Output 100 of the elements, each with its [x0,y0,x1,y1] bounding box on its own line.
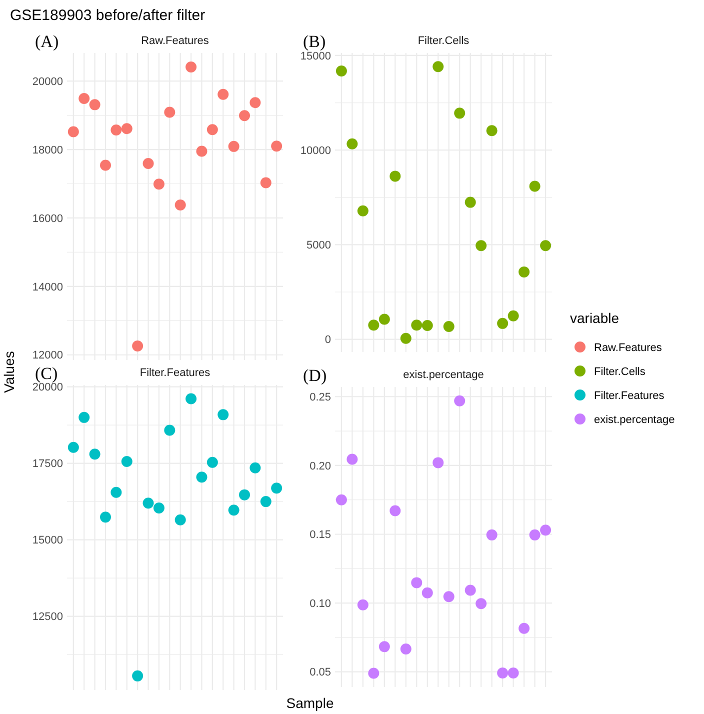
point [186,62,197,73]
legend-label: Filter.Cells [594,366,646,378]
text: 0.20 [310,460,331,472]
point [250,462,261,474]
point [464,196,476,208]
y-tick-label: 18000 [32,144,63,156]
text: GSE189903 before/after filter [10,7,206,24]
point [486,125,498,136]
legend-label: Raw.Features [594,342,662,354]
point [153,178,164,190]
point [271,140,282,152]
point [110,486,122,498]
point [121,123,132,134]
point [121,456,132,467]
point [89,99,100,110]
point [411,320,422,331]
point [540,524,552,536]
point [153,502,164,514]
point [400,332,412,344]
point [89,448,100,460]
point [400,644,412,655]
point [250,97,261,108]
point [78,412,90,423]
legend-label: exist.percentage [594,414,675,426]
point [476,240,487,252]
point [260,496,272,508]
point [142,158,154,170]
text: (C) [35,364,58,383]
point [508,310,519,322]
point [368,668,380,679]
chart-title: Filter.Features [140,367,211,379]
point [529,529,540,540]
point [497,318,508,329]
y-tick-label: 20000 [32,382,63,394]
point [239,489,250,500]
point [218,88,229,100]
point [336,65,347,76]
y-tick-label: 10000 [300,144,331,157]
point [422,587,433,598]
point [508,667,519,678]
point [132,670,144,682]
y-tick-label: 12500 [32,611,63,624]
point [174,514,186,526]
point [432,61,444,72]
point [357,205,368,216]
y-tick-label: 0.25 [310,391,331,404]
point [228,504,240,516]
point [486,529,498,540]
text: 0.10 [310,598,331,610]
point [110,124,122,136]
point [518,266,530,278]
point [357,599,368,610]
chart-title: Filter.Cells [418,35,470,47]
y-tick-label: 0.15 [310,529,331,542]
text: (D) [303,366,327,385]
point [174,199,186,210]
point [68,442,79,453]
y-axis-title: Values [1,351,17,393]
point [454,108,466,119]
point [164,106,176,118]
text: (A) [35,32,59,51]
point [390,170,401,182]
point [422,320,433,332]
y-tick-label: 0.05 [310,666,331,679]
point [540,240,552,252]
point [228,140,240,152]
point [476,598,487,610]
point [346,454,358,465]
y-tick-label: 12000 [32,350,63,362]
point [239,110,250,122]
text: (B) [303,32,326,51]
x-axis-title: Sample [286,695,334,711]
point [164,424,176,436]
point [378,641,390,652]
point [497,667,508,678]
point [271,482,282,494]
point [443,320,454,332]
y-tick-label: 17500 [32,458,63,470]
legend-title: variable [570,310,620,326]
y-tick-label: 15000 [300,50,331,62]
y-tick-label: 14000 [32,281,63,294]
point [78,93,90,104]
point [206,456,218,468]
point [443,591,454,602]
point [142,498,154,509]
point [529,180,540,192]
point [68,126,79,138]
point [390,505,401,516]
point [368,320,380,331]
point [518,622,530,634]
chart-title: exist.percentage [403,369,484,381]
y-tick-label: 16000 [32,212,63,225]
point [260,177,272,188]
point [432,457,444,468]
point [206,124,218,136]
point [196,146,208,157]
legend-label: Filter.Features [594,390,665,402]
y-tick-label: 20000 [32,76,63,88]
point [186,393,197,404]
point [411,577,422,588]
